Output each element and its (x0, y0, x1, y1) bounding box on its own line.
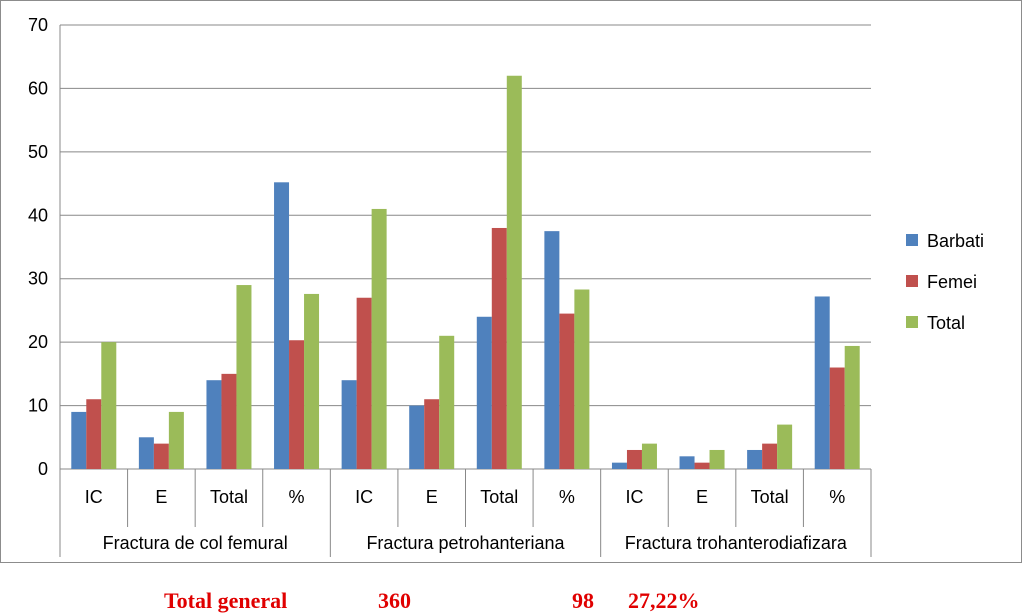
x-tick-label: E (696, 487, 708, 507)
footer-value-total: 360 (378, 588, 411, 613)
y-tick-label: 0 (38, 459, 48, 479)
x-tick-label: E (426, 487, 438, 507)
bar-total (439, 335, 455, 469)
bar-femei (86, 399, 102, 469)
bar-femei (424, 399, 440, 469)
legend-label-barbati: Barbati (927, 231, 984, 251)
x-tick-label: IC (355, 487, 373, 507)
bar-barbati (274, 182, 290, 469)
bar-total (168, 411, 184, 469)
bar-barbati (747, 449, 763, 469)
legend-label-femei: Femei (927, 272, 977, 292)
bar-femei (829, 367, 845, 469)
bar-total (506, 75, 522, 469)
x-tick-label: % (289, 487, 305, 507)
bar-barbati (611, 462, 627, 469)
y-tick-label: 30 (28, 269, 48, 289)
y-tick-label: 70 (28, 15, 48, 35)
group-label: Fractura de col femural (103, 533, 288, 553)
y-tick-label: 60 (28, 78, 48, 98)
bar-chart: 0 10 20 30 40 50 60 70 IC E Total% IC E Total% IC E Tota… (28, 15, 984, 557)
bar-barbati (206, 380, 222, 469)
bar-total (101, 342, 117, 469)
bar-barbati (476, 316, 492, 469)
bar-barbati (679, 456, 695, 469)
x-tick-label: Total (751, 487, 789, 507)
x-tick-label: Total (480, 487, 518, 507)
bar-barbati (71, 411, 87, 469)
bar-femei (491, 227, 507, 469)
bar-femei (626, 449, 642, 469)
x-tick-label: Total (210, 487, 248, 507)
footer-summary: Total general 360 98 27,22% (0, 588, 1024, 616)
y-tick-label: 10 (28, 396, 48, 416)
group-label: Fractura petrohanteriana (366, 533, 565, 553)
bar-femei (153, 443, 169, 469)
footer-value-percent: 27,22% (628, 588, 700, 613)
bar-total (304, 293, 320, 469)
y-tick-label: 40 (28, 205, 48, 225)
bar-barbati (544, 231, 560, 469)
bar-femei (694, 462, 710, 469)
footer-total-general-label: Total general (164, 588, 288, 613)
bar-total (641, 443, 657, 469)
legend-swatch-total (906, 316, 918, 328)
y-tick-label: 20 (28, 332, 48, 352)
bar-femei (221, 373, 237, 469)
bar-total (574, 289, 590, 469)
bar-total (236, 285, 252, 469)
bar-total (777, 424, 793, 469)
bar-femei (559, 313, 575, 469)
bar-barbati (138, 437, 154, 469)
footer-value-count: 98 (572, 588, 594, 613)
bar-femei (356, 297, 372, 469)
legend-label-total: Total (927, 313, 965, 333)
x-tick-label: % (559, 487, 575, 507)
bar-barbati (409, 405, 425, 469)
bar-total (844, 345, 860, 469)
bar-total (371, 208, 387, 469)
bar-femei (762, 443, 778, 469)
bar-total (709, 449, 725, 469)
legend-swatch-femei (906, 275, 918, 287)
y-tick-label: 50 (28, 142, 48, 162)
bar-barbati (341, 380, 357, 469)
x-tick-label: IC (85, 487, 103, 507)
x-tick-label: % (829, 487, 845, 507)
x-tick-label: E (155, 487, 167, 507)
bar-barbati (814, 296, 830, 469)
legend-swatch-barbati (906, 234, 918, 246)
x-tick-label: IC (625, 487, 643, 507)
bar-femei (289, 340, 305, 469)
group-label: Fractura trohanterodiafizara (625, 533, 848, 553)
